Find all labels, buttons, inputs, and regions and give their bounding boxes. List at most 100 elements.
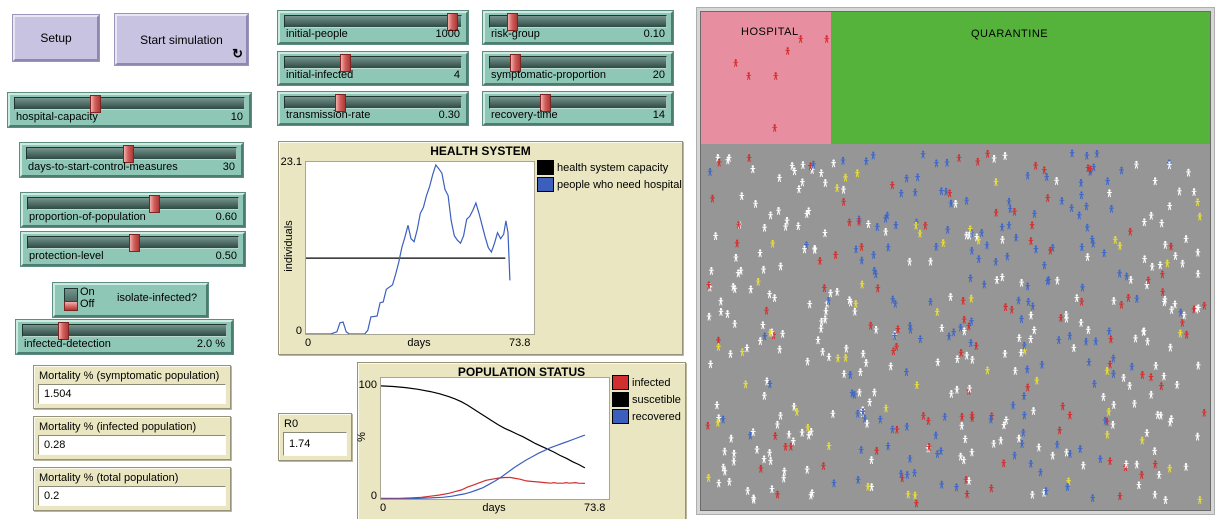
- slider-track[interactable]: [489, 54, 667, 72]
- person-agent: [824, 35, 830, 43]
- person-agent: [890, 425, 896, 434]
- slider-thumb[interactable]: [123, 145, 134, 163]
- slider-track[interactable]: [22, 322, 227, 340]
- person-agent: [892, 332, 898, 341]
- slider-proportion-of-population[interactable]: proportion-of-population 0.60: [21, 193, 245, 227]
- x-min-tick: 0: [305, 337, 312, 349]
- slider-infected-detection[interactable]: infected-detection 2.0 %: [16, 320, 233, 354]
- person-agent: [944, 158, 950, 167]
- slider-track[interactable]: [489, 94, 667, 112]
- person-agent: [1079, 243, 1085, 252]
- slider-value: 0.30: [438, 109, 460, 121]
- person-agent: [1012, 207, 1017, 216]
- person-agent: [959, 412, 965, 421]
- slider-track[interactable]: [489, 13, 667, 31]
- person-agent: [1195, 269, 1201, 278]
- person-agent: [1167, 464, 1173, 473]
- switch-slot[interactable]: [64, 288, 78, 311]
- slider-track[interactable]: [284, 94, 462, 112]
- plot-title: POPULATION STATUS: [457, 365, 586, 379]
- person-agent: [762, 223, 768, 232]
- person-agent: [758, 464, 764, 473]
- person-agent: [1025, 282, 1031, 291]
- slider-thumb[interactable]: [340, 54, 352, 72]
- person-agent: [1106, 407, 1112, 416]
- person-agent: [1028, 459, 1034, 468]
- person-agent: [1152, 177, 1158, 186]
- start-simulation-button[interactable]: Start simulation ↻: [115, 14, 248, 65]
- slider-thumb[interactable]: [506, 13, 518, 31]
- slider-hospital-capacity[interactable]: hospital-capacity 10: [8, 93, 251, 127]
- slider-thumb[interactable]: [57, 322, 69, 340]
- slider-track[interactable]: [284, 54, 462, 72]
- person-agent: [870, 151, 876, 160]
- switch-handle[interactable]: [64, 301, 78, 311]
- slider-value: 30: [222, 161, 235, 173]
- slider-recovery-time[interactable]: recovery-time 14: [483, 92, 673, 125]
- person-agent: [714, 401, 720, 410]
- slider-thumb[interactable]: [446, 13, 458, 31]
- person-agent: [826, 353, 832, 361]
- person-agent: [1044, 173, 1050, 181]
- legend-entry: health system capacity: [537, 159, 682, 176]
- slider-thumb[interactable]: [335, 94, 347, 112]
- setup-button-label: Setup: [40, 31, 72, 45]
- setup-button[interactable]: Setup: [13, 15, 99, 61]
- person-agent: [1025, 298, 1031, 306]
- slider-transmission-rate[interactable]: transmission-rate 0.30: [278, 92, 468, 125]
- person-agent: [799, 428, 805, 437]
- slider-initial-infected[interactable]: initial-infected 4: [278, 52, 468, 85]
- person-agent: [1153, 361, 1159, 370]
- slider-track[interactable]: [26, 145, 237, 163]
- slider-label: initial-people: [286, 28, 348, 40]
- quarantine-zone: QUARANTINE: [831, 12, 1210, 144]
- person-agent: [1080, 461, 1086, 470]
- person-agent: [1169, 306, 1175, 314]
- person-agent: [841, 370, 847, 378]
- slider-thumb[interactable]: [89, 95, 101, 113]
- person-agent: [780, 329, 786, 338]
- slider-label: initial-infected: [286, 69, 354, 81]
- slider-thumb[interactable]: [540, 94, 552, 112]
- person-agent: [1195, 432, 1201, 441]
- person-agent: [728, 350, 733, 358]
- person-agent: [799, 178, 805, 187]
- person-agent: [778, 262, 784, 271]
- slider-label: infected-detection: [24, 338, 111, 350]
- person-agent: [1041, 166, 1047, 175]
- slider-protection-level[interactable]: protection-level 0.50: [21, 232, 245, 266]
- slider-track[interactable]: [27, 195, 239, 213]
- person-agent: [1085, 253, 1091, 261]
- slider-track[interactable]: [284, 13, 462, 31]
- slider-symptomatic-proportion[interactable]: symptomatic-proportion 20: [483, 52, 673, 85]
- slider-track[interactable]: [27, 234, 239, 252]
- y-max-tick: 23.1: [280, 156, 302, 168]
- person-agent: [985, 149, 991, 158]
- slider-thumb[interactable]: [128, 234, 140, 252]
- person-agent: [854, 169, 860, 178]
- person-agent: [744, 344, 750, 353]
- person-agent: [1034, 376, 1040, 385]
- legend-swatch-infected: [612, 375, 629, 390]
- legend-entry: recovered: [612, 408, 681, 425]
- person-agent: [781, 467, 787, 476]
- person-agent: [764, 377, 770, 386]
- world-view: HOSPITAL QUARANTINE: [696, 7, 1215, 515]
- monitor-value: 1.74: [283, 432, 347, 456]
- person-agent: [885, 243, 891, 252]
- slider-label: risk-group: [491, 28, 540, 40]
- person-agent: [869, 483, 875, 492]
- person-agent: [1159, 219, 1165, 228]
- monitor-mortality-infected: Mortality % (infected population) 0.28: [33, 416, 231, 460]
- slider-track[interactable]: [14, 95, 245, 113]
- isolate-infected-switch[interactable]: On Off isolate-infected?: [53, 283, 208, 317]
- slider-thumb[interactable]: [510, 54, 522, 72]
- person-agent: [1148, 390, 1154, 399]
- slider-label: proportion-of-population: [29, 211, 146, 223]
- slider-initial-people[interactable]: initial-people 1000: [278, 11, 468, 44]
- person-agent: [1183, 235, 1189, 243]
- person-agent: [1013, 233, 1019, 242]
- slider-days-to-start-control-measures[interactable]: days-to-start-control-measures 30: [20, 143, 243, 177]
- slider-risk-group[interactable]: risk-group 0.10: [483, 11, 673, 44]
- slider-thumb[interactable]: [148, 195, 160, 213]
